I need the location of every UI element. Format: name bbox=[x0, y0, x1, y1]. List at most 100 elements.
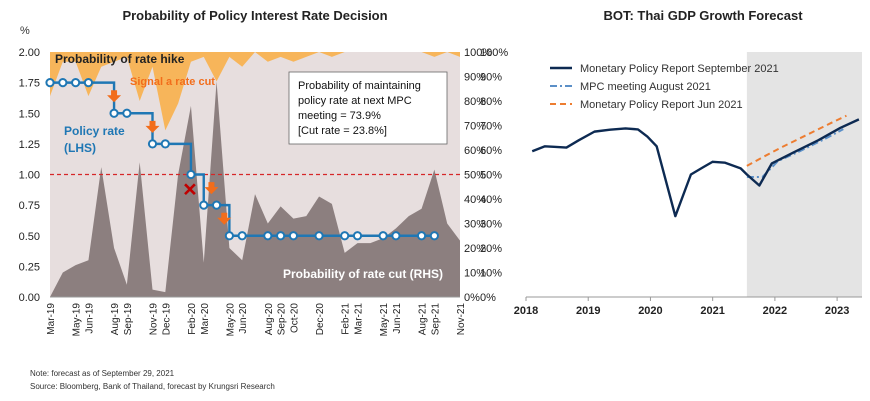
x-tick-label: 2021 bbox=[700, 305, 724, 317]
y-axis-unit: % bbox=[20, 25, 30, 37]
policy-rate-point bbox=[211, 200, 222, 210]
y-tick-label-right: 90% bbox=[464, 72, 486, 84]
info-box bbox=[288, 71, 448, 145]
policy-rate-chart: Probability of Policy Interest Rate Deci… bbox=[19, 8, 493, 337]
legend-label: Monetary Policy Report September 2021 bbox=[580, 63, 779, 75]
y-tick-label-left: 0.00 bbox=[19, 292, 40, 304]
y-tick-label: 40% bbox=[480, 194, 502, 206]
x-tick-label: Jun-20 bbox=[238, 303, 249, 334]
x-tick-label: Sep-19 bbox=[123, 303, 134, 336]
y-tick-label-left: 1.25 bbox=[19, 139, 40, 151]
policy-rate-point bbox=[391, 231, 401, 241]
policy-rate-point bbox=[416, 231, 427, 241]
y-tick-label-right: 70% bbox=[464, 121, 486, 133]
info-box-line: Probability of maintaining bbox=[298, 80, 421, 92]
x-tick-label: Nov-21 bbox=[456, 303, 467, 336]
x-tick-label: May-19 bbox=[72, 303, 83, 337]
y-tick-label-right: 50% bbox=[464, 170, 486, 182]
footnote: Note: forecast as of September 29, 2021 bbox=[30, 369, 175, 378]
policy-rate-point bbox=[340, 231, 350, 241]
policy-rate-point bbox=[83, 78, 94, 88]
signal-cut-label: Signal a rate cut bbox=[130, 76, 215, 88]
signal-arrow-icon bbox=[217, 212, 232, 225]
policy-rate-point bbox=[224, 231, 234, 241]
policy-rate-point bbox=[147, 139, 158, 149]
policy-rate-point bbox=[45, 78, 55, 88]
y-tick-label: 60% bbox=[480, 145, 502, 157]
x-tick-label: Mar-21 bbox=[354, 303, 365, 335]
y-tick-label-left: 1.00 bbox=[19, 170, 40, 182]
policy-rate-point bbox=[378, 231, 388, 241]
legend-label: Monetary Policy Report Jun 2021 bbox=[580, 99, 743, 111]
chart-title: BOT: Thai GDP Growth Forecast bbox=[603, 8, 803, 23]
policy-rate-point bbox=[109, 108, 119, 118]
signal-arrow-icon bbox=[204, 182, 219, 195]
y-tick-label: 10% bbox=[480, 268, 502, 280]
policy-rate-point bbox=[122, 108, 132, 118]
cut-probability-label: Probability of rate cut (RHS) bbox=[283, 267, 443, 281]
policy-rate-point bbox=[186, 169, 196, 180]
info-box-line: policy rate at next MPC bbox=[298, 95, 412, 107]
gdp-forecast-chart: BOT: Thai GDP Growth Forecast 0% 10% 20% 30%… bbox=[480, 8, 862, 317]
y-tick-label: 70% bbox=[480, 121, 502, 133]
source-note: Source: Bloomberg, Bank of Thailand, for… bbox=[30, 382, 275, 391]
policy-rate-point bbox=[314, 231, 324, 241]
y-tick-label-left: 1.75 bbox=[19, 78, 40, 90]
signal-arrow-icon bbox=[145, 120, 160, 133]
policy-rate-point bbox=[429, 231, 439, 241]
legend-label: MPC meeting August 2021 bbox=[580, 81, 711, 93]
x-tick-label: Mar-19 bbox=[46, 303, 57, 335]
policy-rate-point bbox=[71, 78, 81, 88]
y-tick-label-right: 40% bbox=[464, 194, 486, 206]
x-tick-label: Dec-19 bbox=[161, 303, 172, 336]
hike-probability-area bbox=[50, 52, 460, 131]
x-tick-label: Sep-20 bbox=[277, 303, 288, 336]
x-tick-label: Nov-19 bbox=[149, 303, 160, 336]
x-tick-label: Sep-21 bbox=[430, 303, 441, 336]
y-tick-label: 90% bbox=[480, 72, 502, 84]
y-tick-label-left: 0.25 bbox=[19, 261, 40, 273]
cut-probability-area bbox=[50, 81, 460, 298]
x-tick-label: Oct-20 bbox=[289, 303, 300, 333]
x-tick-label: Jun-21 bbox=[392, 303, 403, 334]
info-box-line: meeting = 73.9% bbox=[298, 110, 381, 122]
y-tick-label-right: 0% bbox=[464, 292, 480, 304]
policy-rate-point bbox=[276, 231, 286, 241]
y-tick-label: 100% bbox=[480, 47, 508, 59]
policy-rate-point bbox=[58, 78, 68, 88]
y-tick-label-right: 20% bbox=[464, 243, 486, 255]
chart-title: Probability of Policy Interest Rate Deci… bbox=[122, 8, 387, 23]
signal-arrow-icon bbox=[107, 90, 122, 103]
policy-rate-point bbox=[199, 200, 209, 210]
y-tick-label: 0% bbox=[480, 292, 496, 304]
x-tick-label: Aug-19 bbox=[110, 303, 121, 336]
x-tick-label: Aug-21 bbox=[418, 303, 429, 336]
x-tick-label: 2022 bbox=[763, 305, 787, 317]
policy-rate-label-unit: (LHS) bbox=[64, 141, 96, 155]
x-tick-label: Feb-21 bbox=[341, 303, 352, 335]
x-tick-label: Jun-19 bbox=[84, 303, 95, 334]
x-tick-label: 2023 bbox=[825, 305, 849, 317]
x-tick-label: Aug-20 bbox=[264, 303, 275, 336]
y-tick-label-right: 60% bbox=[464, 145, 486, 157]
policy-rate-point bbox=[263, 231, 273, 241]
x-tick-label: Mar-20 bbox=[200, 303, 211, 335]
y-tick-label-right: 100% bbox=[464, 47, 492, 59]
gdp-series-line bbox=[746, 114, 847, 167]
hike-probability-label: Probability of rate hike bbox=[55, 52, 185, 66]
policy-rate-label: Policy rate bbox=[64, 124, 125, 138]
y-tick-label: 20% bbox=[480, 243, 502, 255]
policy-rate-point bbox=[237, 231, 247, 241]
x-tick-label: Feb-20 bbox=[187, 303, 198, 335]
x-tick-label: May-21 bbox=[379, 303, 390, 337]
y-tick-label-right: 30% bbox=[464, 219, 486, 231]
y-tick-label-left: 1.50 bbox=[19, 108, 40, 120]
y-tick-label-left: 0.50 bbox=[19, 231, 40, 243]
y-tick-label-right: 80% bbox=[464, 96, 486, 108]
y-tick-label-left: 0.75 bbox=[19, 200, 40, 212]
x-tick-label: 2020 bbox=[638, 305, 662, 317]
cut-decision-x-icon bbox=[184, 183, 196, 196]
policy-rate-point bbox=[288, 231, 299, 241]
x-tick-label: Dec-20 bbox=[315, 303, 326, 336]
